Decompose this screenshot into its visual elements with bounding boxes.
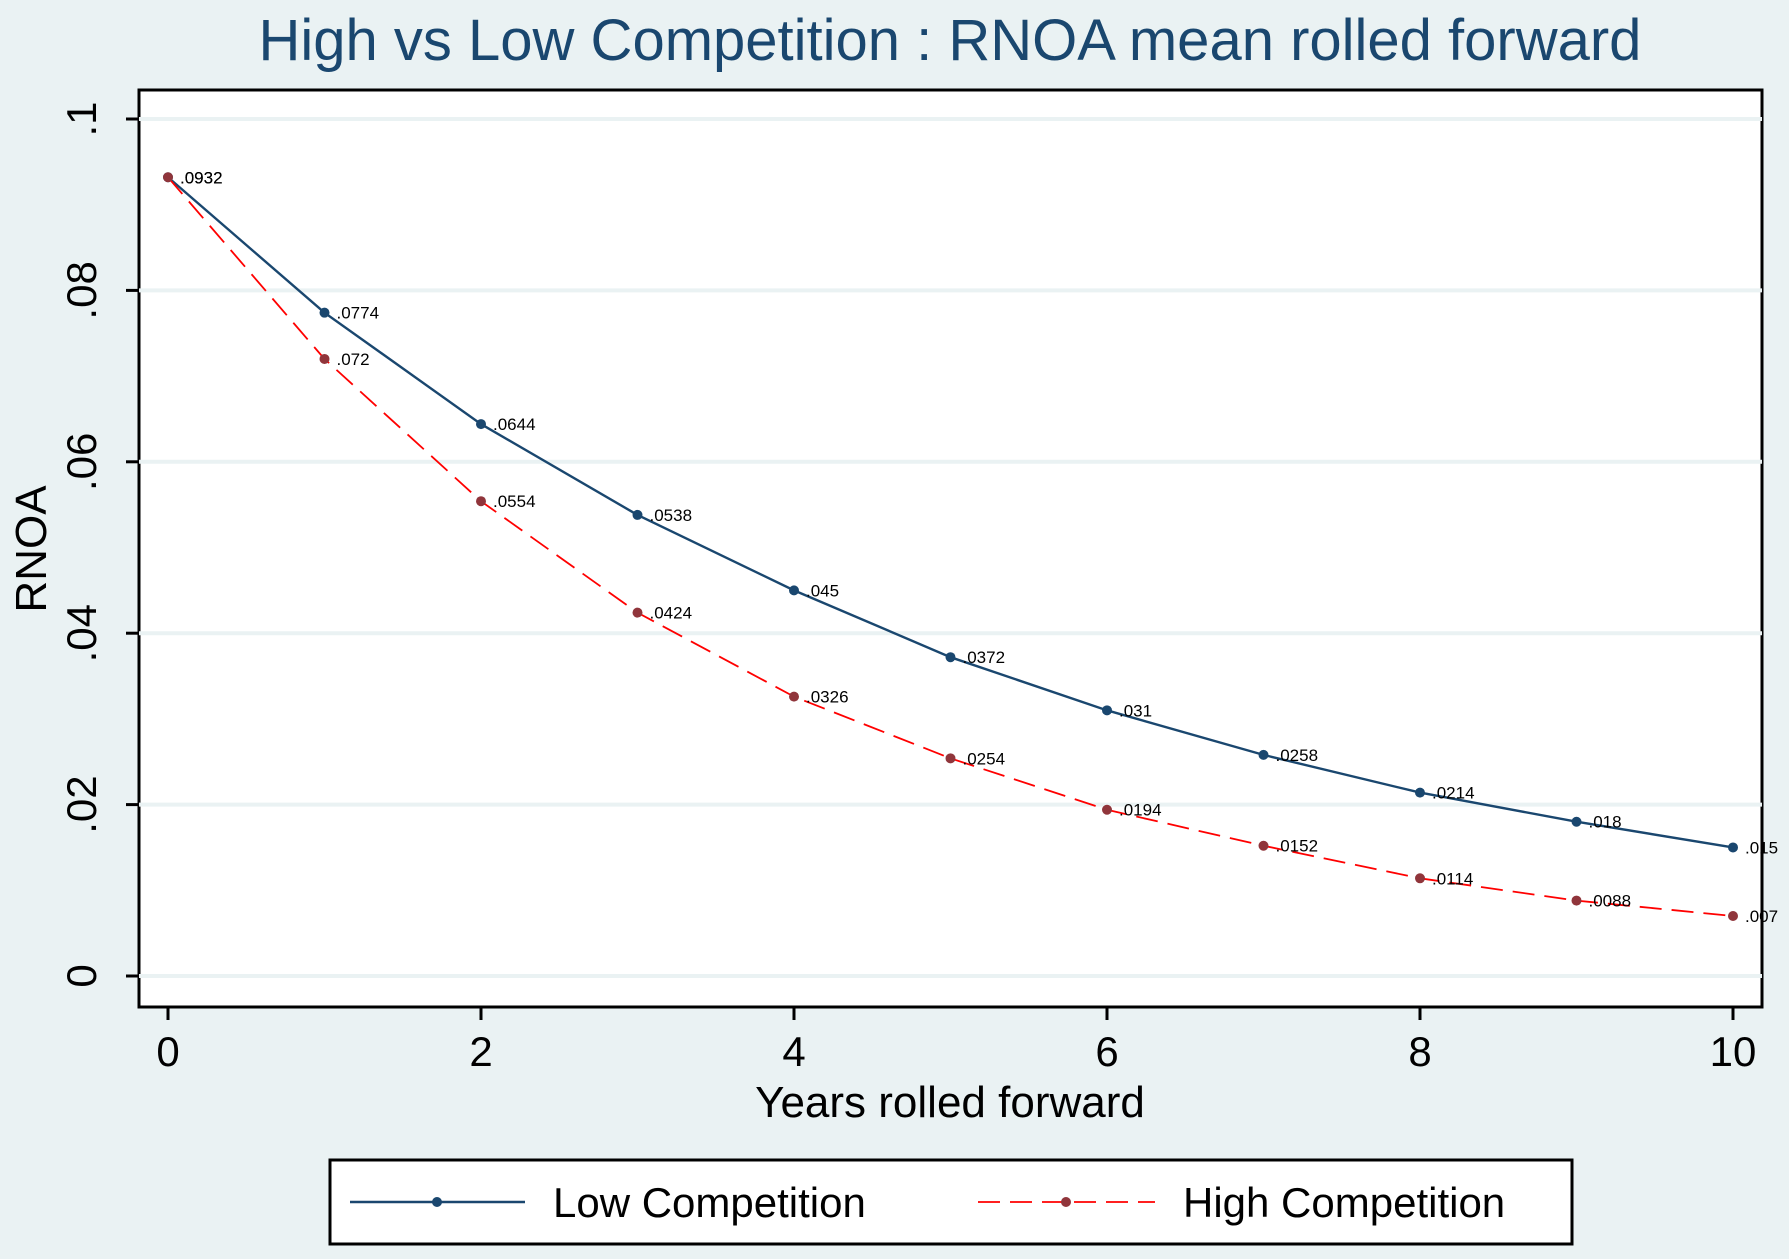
y-tick-label: .04: [58, 604, 105, 662]
data-label: .015: [1745, 838, 1778, 857]
data-label: .0214: [1432, 784, 1475, 803]
data-label: .0114: [1432, 869, 1473, 888]
legend: Low Competition High Competition: [328, 1158, 1574, 1246]
data-label: .0932: [180, 168, 223, 187]
data-point: [945, 652, 956, 663]
data-label: .0538: [650, 506, 693, 525]
data-point: [319, 307, 330, 318]
data-label: .045: [806, 581, 839, 600]
legend-marker-high-competition: [1061, 1197, 1071, 1207]
y-tick-label: .06: [58, 433, 105, 491]
data-label: .0088: [1589, 892, 1632, 911]
data-label: .0372: [963, 648, 1006, 667]
legend-label-high-competition: High Competition: [1183, 1179, 1505, 1226]
data-point: [789, 691, 799, 702]
grid-lines: [139, 117, 1762, 978]
data-point: [319, 353, 330, 364]
data-label: .0326: [806, 688, 849, 707]
x-axis-title: Years rolled forward: [755, 1078, 1145, 1127]
chart-title: High vs Low Competition : RNOA mean roll…: [259, 8, 1642, 73]
legend-box: [328, 1158, 1574, 1246]
x-axis: 0 2 4 6 8 10: [156, 1007, 1756, 1075]
data-point: [476, 496, 486, 507]
data-point: [163, 172, 173, 183]
data-label: .0194: [1119, 801, 1162, 820]
data-point: [789, 585, 799, 596]
data-label: .0932: [180, 168, 223, 187]
data-point: [1258, 840, 1269, 851]
y-axis-title: RNOA: [7, 485, 56, 613]
data-label: .0644: [493, 415, 536, 434]
data-label: .0258: [1276, 746, 1319, 765]
y-tick-label: .08: [58, 261, 105, 319]
x-tick-label: 6: [1095, 1028, 1118, 1075]
plot-area: [137, 88, 1764, 1009]
x-tick-label: 4: [782, 1028, 805, 1075]
data-label: .0554: [493, 492, 536, 511]
data-point: [1728, 911, 1738, 922]
series-group: .0932 .0774 .0644 .0538 .045 .0372 .031 .0258 .0…: [163, 168, 1778, 926]
y-tick-label: 0: [58, 964, 105, 987]
data-label: .031: [1119, 701, 1152, 720]
data-point: [1728, 842, 1738, 853]
data-label: .072: [337, 350, 370, 369]
x-tick-label: 8: [1408, 1028, 1431, 1075]
data-point: [1415, 873, 1425, 884]
x-tick-label: 2: [469, 1028, 492, 1075]
data-point: [632, 607, 643, 618]
data-point: [476, 419, 486, 430]
data-point: [945, 753, 956, 764]
data-label: .0152: [1276, 837, 1319, 856]
x-tick-label: 0: [156, 1028, 179, 1075]
legend-marker-low-competition: [432, 1197, 442, 1207]
data-label: .018: [1589, 813, 1622, 832]
legend-label-low-competition: Low Competition: [553, 1179, 866, 1226]
data-point: [1102, 705, 1112, 716]
y-tick-label: .02: [58, 775, 105, 833]
data-label: .0774: [337, 304, 380, 323]
data-label: .007: [1745, 907, 1778, 926]
data-point: [1102, 804, 1112, 815]
y-tick-label: .1: [58, 101, 105, 136]
data-point: [632, 509, 643, 520]
y-axis: 0 .02 .04 .06 .08 .1: [58, 101, 139, 988]
data-point: [1571, 816, 1582, 827]
data-point: [1571, 895, 1582, 906]
data-label: .0424: [650, 604, 693, 623]
data-point: [1415, 787, 1425, 798]
data-label: .0254: [963, 749, 1006, 768]
data-point: [1258, 749, 1269, 760]
x-tick-label: 10: [1710, 1028, 1757, 1075]
